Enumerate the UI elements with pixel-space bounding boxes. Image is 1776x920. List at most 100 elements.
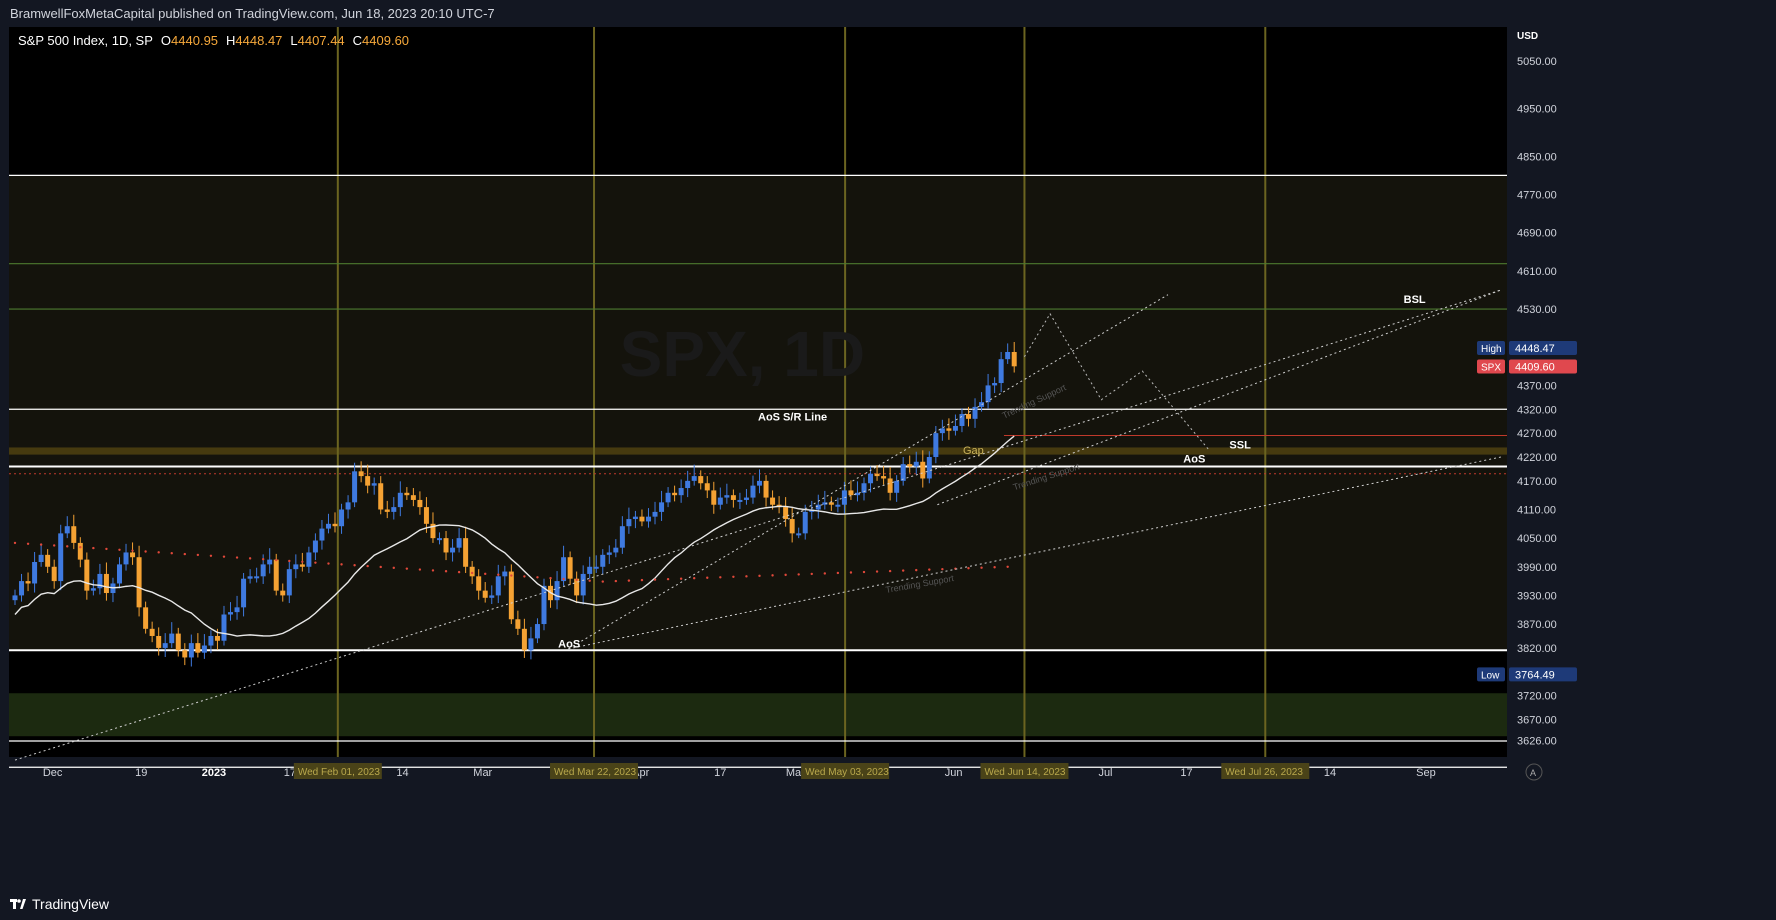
candle-body-56: [378, 483, 384, 510]
price-tick-10: 4220.00: [1517, 452, 1557, 464]
marker-date-bg-0: [293, 763, 382, 779]
ma-dot-64: [431, 569, 435, 572]
ma-dot-58: [392, 566, 395, 570]
candle-body-153: [1011, 352, 1017, 367]
ma-dot-104: [692, 577, 696, 580]
spx-tag-value: 4409.60: [1515, 362, 1555, 374]
ma-dot-148: [980, 566, 983, 569]
candle-body-39: [267, 559, 273, 565]
candle-body-73: [489, 595, 495, 598]
candle-body-24: [169, 633, 175, 644]
candle-body-76: [508, 571, 514, 620]
price-tick-7: 4370.00: [1517, 380, 1557, 392]
candle-body-124: [822, 502, 828, 505]
candle-body-104: [691, 476, 697, 481]
candle-body-46: [312, 540, 318, 553]
candle-body-65: [436, 538, 442, 541]
candle-body-25: [175, 633, 181, 651]
candle-body-2: [25, 581, 31, 584]
candle-body-130: [861, 483, 867, 493]
candle-body-127: [841, 490, 847, 505]
legend-low-value: 4407.44: [297, 33, 345, 48]
price-tick-2: 4850.00: [1517, 151, 1557, 163]
candle-body-111: [737, 499, 743, 502]
ma-dot-2: [26, 542, 30, 545]
candle-body-20: [143, 607, 149, 629]
candle-body-98: [652, 511, 658, 517]
candle-body-93: [619, 526, 625, 548]
tradingview-brand: TradingView: [32, 896, 110, 912]
candle-body-88: [587, 566, 593, 574]
candle-body-147: [972, 406, 978, 419]
zone-gold-2: [9, 447, 1507, 455]
ma-dot-74: [497, 573, 500, 576]
ma-dot-24: [170, 552, 173, 555]
candle-body-59: [397, 492, 403, 508]
candle-body-36: [247, 576, 253, 579]
time-tick-14: Jul: [1098, 767, 1112, 779]
ma-dot-48: [327, 562, 330, 565]
candle-body-38: [260, 564, 266, 577]
zone-green-1: [9, 693, 1507, 737]
low-tag-label: Low: [1481, 670, 1500, 681]
candle-body-44: [299, 564, 305, 567]
auto-scale-button[interactable]: [1525, 763, 1543, 781]
candle-body-90: [600, 554, 606, 567]
candle-body-95: [632, 516, 638, 520]
candle-body-150: [992, 383, 998, 386]
high-tag-value: 4448.47: [1515, 343, 1555, 355]
low-tag-value: 3764.49: [1515, 669, 1555, 681]
ma-dot-56: [379, 565, 382, 569]
low-tag-bg: [1509, 667, 1577, 682]
spx-tag-bg: [1509, 359, 1577, 374]
candle-body-31: [214, 635, 220, 641]
candle-body-141: [933, 433, 939, 457]
tradingview-logo[interactable]: TradingView: [10, 896, 109, 912]
ma-dot-30: [209, 554, 213, 557]
candle-body-63: [423, 507, 429, 524]
legend-symbol: S&P 500 Index, 1D, SP: [18, 33, 153, 48]
ma-dot-134: [888, 569, 892, 573]
candle-body-14: [103, 573, 109, 594]
ma-dot-4: [39, 543, 43, 546]
ma-dot-50: [340, 563, 343, 566]
candle-body-54: [365, 476, 371, 486]
candle-body-67: [450, 547, 456, 553]
candle-body-133: [881, 476, 887, 479]
ma-dot-52: [353, 564, 356, 567]
candle-body-9: [71, 526, 77, 543]
candle-body-33: [228, 612, 234, 615]
chart-area[interactable]: AoS S/R Line AoS AoS BSL SSL Gap Trending Supp…: [9, 27, 1776, 867]
candle-body-128: [848, 490, 854, 496]
zone-dark-0: [9, 175, 1507, 651]
candle-body-106: [704, 483, 710, 491]
candle-body-85: [567, 557, 573, 579]
ma-dot-120: [797, 573, 800, 576]
candle-body-7: [58, 533, 64, 582]
candle-body-68: [456, 538, 462, 548]
ma-dot-92: [614, 579, 618, 583]
price-tick-8: 4320.00: [1517, 404, 1557, 416]
ma-dot-86: [575, 578, 578, 582]
marker-date-label-1: Wed Mar 22, 2023: [554, 767, 637, 778]
candle-body-87: [580, 573, 586, 596]
candle-body-109: [724, 495, 730, 498]
price-tick-1: 4950.00: [1517, 104, 1557, 116]
candle-body-92: [613, 547, 619, 553]
ma-dot-18: [131, 549, 134, 552]
ma-dot-142: [941, 567, 944, 571]
candle-body-18: [130, 552, 136, 558]
candle-body-23: [162, 643, 168, 648]
candle-body-96: [639, 516, 645, 522]
price-tick-5: 4610.00: [1517, 266, 1557, 278]
candle-body-138: [913, 461, 919, 467]
candle-body-28: [195, 643, 201, 653]
ma-dot-88: [588, 579, 591, 582]
ma-dot-6: [52, 544, 56, 547]
spx-tag-label: SPX: [1481, 363, 1501, 374]
candle-body-118: [783, 507, 789, 520]
ma-dot-12: [92, 546, 95, 550]
chart-watermark: SPX, 1D: [620, 318, 865, 390]
candle-body-64: [430, 523, 436, 539]
